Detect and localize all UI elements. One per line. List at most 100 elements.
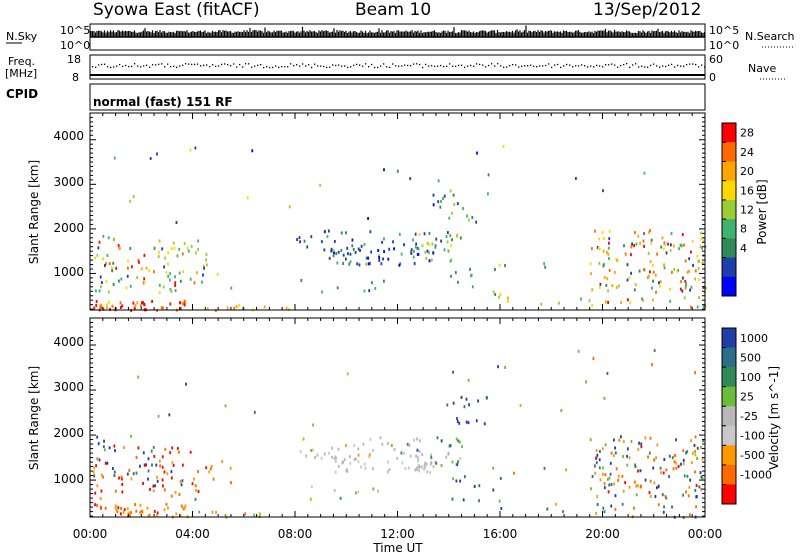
velocity-cell	[423, 464, 426, 468]
velocity-cell	[122, 446, 125, 450]
power-cell	[342, 253, 345, 257]
freq-unit-label: [MHz]	[5, 67, 38, 80]
nave-point	[533, 65, 535, 67]
velocity-cell	[157, 414, 160, 418]
velocity-cell	[601, 447, 604, 451]
power-cell	[428, 231, 431, 235]
velocity-cell	[197, 470, 199, 474]
date-title: 13/Sep/2012	[593, 0, 702, 20]
nave-point	[590, 65, 592, 67]
power-cell	[589, 262, 592, 266]
power-cell	[597, 247, 600, 251]
velocity-cell	[497, 365, 499, 369]
nave-point	[587, 66, 589, 68]
power-colorbar-swatch	[722, 257, 736, 278]
nave-point	[218, 65, 220, 67]
nave-point	[92, 66, 94, 68]
velocity-cell	[686, 474, 689, 478]
power-cell	[174, 281, 177, 285]
power-cell	[628, 276, 631, 280]
station-title: Syowa East (fitACF)	[93, 0, 260, 20]
velocity-cell	[603, 396, 606, 400]
power-cell	[197, 239, 199, 243]
velocity-cell	[680, 462, 682, 466]
velocity-cell	[592, 357, 595, 361]
x-tick-label: 00:00	[688, 527, 723, 541]
power-cell	[466, 214, 468, 218]
power-cell	[392, 240, 394, 244]
nave-point	[617, 66, 619, 68]
velocity-cell	[129, 514, 131, 518]
velocity-cell	[640, 484, 643, 488]
nave-point	[458, 64, 460, 67]
velocity-cell	[456, 463, 459, 467]
nave-point	[479, 63, 481, 66]
velocity-cell	[675, 438, 678, 442]
power-cell	[153, 270, 155, 274]
power-cell	[165, 271, 168, 275]
velocity-cell	[602, 506, 605, 510]
nave-point	[446, 65, 448, 67]
velocity-cell	[649, 479, 652, 483]
velocity-cell	[452, 370, 455, 374]
velocity-cell	[513, 471, 515, 475]
nave-point	[431, 65, 433, 67]
power-cell	[370, 250, 373, 254]
power-cell	[637, 234, 640, 238]
power-cell	[602, 236, 605, 240]
power-cell	[106, 253, 109, 257]
velocity-cell	[210, 464, 213, 468]
power-cell	[296, 238, 299, 242]
power-cell	[174, 283, 177, 287]
power-cell	[140, 301, 143, 305]
nave-point	[350, 66, 352, 68]
velocity-cell	[168, 413, 171, 417]
nave-point	[269, 66, 271, 69]
power-cell	[409, 177, 412, 181]
power-cell	[351, 244, 354, 248]
power-cell	[590, 247, 593, 251]
power-cell	[109, 307, 111, 311]
velocity-cell	[694, 435, 697, 439]
nave-point	[413, 63, 415, 65]
x-tick-label: 08:00	[278, 527, 313, 541]
velocity-cell	[92, 470, 95, 474]
power-cell	[696, 305, 699, 309]
power-cell	[356, 262, 359, 266]
power-cell	[95, 303, 98, 307]
velocity-cell	[657, 485, 660, 489]
power-cell	[321, 290, 323, 294]
velocity-cell	[156, 511, 159, 515]
velocity-cell	[161, 484, 164, 488]
velocity-cell	[197, 490, 200, 494]
velocity-cell	[700, 446, 702, 450]
velocity-cell	[499, 476, 502, 480]
velocity-cell	[112, 467, 114, 471]
velocity-cell	[137, 375, 140, 379]
power-cell	[457, 280, 459, 284]
nave-point	[560, 66, 562, 69]
velocity-cell	[455, 462, 457, 466]
velocity-cell	[673, 460, 676, 464]
velocity-cell	[628, 456, 631, 460]
power-cell	[300, 278, 303, 282]
power-cell	[676, 269, 679, 273]
power-cell	[333, 239, 336, 243]
nave-point	[353, 64, 355, 66]
power-cell	[471, 285, 474, 289]
nsky-label: N.Sky	[6, 30, 38, 43]
nave-series	[92, 63, 706, 69]
power-cell	[701, 261, 704, 265]
velocity-cell	[180, 504, 183, 508]
velocity-cell	[121, 490, 124, 494]
power-cell	[174, 275, 176, 279]
power-cell	[655, 290, 657, 294]
power-cell	[654, 273, 657, 277]
velocity-cell	[185, 382, 187, 386]
power-cell	[698, 296, 700, 300]
nave-point	[116, 65, 118, 67]
power-cell	[183, 303, 186, 307]
velocity-cell	[662, 471, 665, 475]
velocity-cell	[137, 446, 140, 450]
velocity-cell	[386, 470, 389, 474]
